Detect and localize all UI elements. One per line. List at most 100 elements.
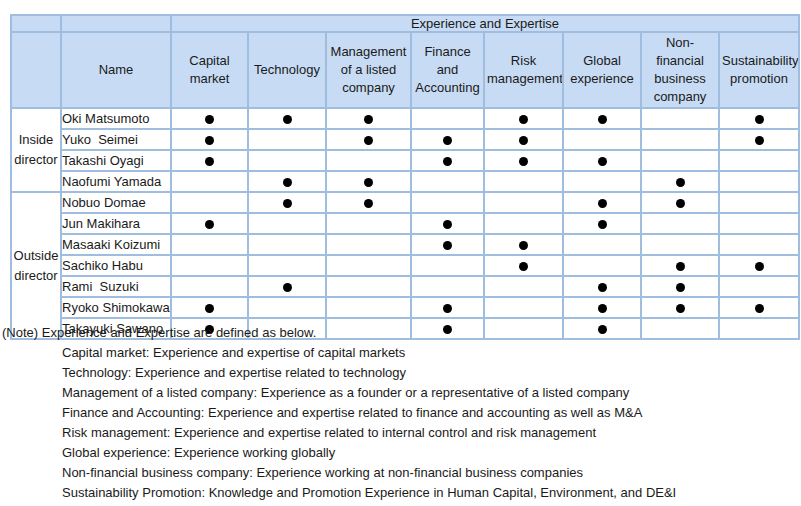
skill-cell [248, 150, 326, 171]
dot-icon [205, 220, 214, 229]
dot-icon [205, 136, 214, 145]
skill-cell [563, 129, 641, 150]
dot-icon [598, 199, 607, 208]
dot-icon [755, 304, 764, 313]
skill-cell [563, 297, 641, 318]
skill-cell [248, 297, 326, 318]
skill-cell [248, 213, 326, 234]
dot-icon [519, 262, 528, 271]
skill-cell [719, 234, 799, 255]
skill-cell [171, 192, 248, 213]
group-header-cell [11, 32, 61, 108]
skill-cell [484, 297, 563, 318]
skill-cell [484, 255, 563, 276]
table-row: Rami Suzuki [11, 276, 799, 297]
dot-icon [519, 241, 528, 250]
table-row: Ryoko Shimokawa [11, 297, 799, 318]
skill-cell [326, 108, 411, 129]
skill-cell [411, 297, 484, 318]
skill-cell [563, 234, 641, 255]
dot-icon [205, 115, 214, 124]
table-body: Inside directorOki MatsumotoYuko SeimeiT… [11, 108, 799, 339]
dot-icon [283, 178, 292, 187]
dot-icon [519, 157, 528, 166]
dot-icon [755, 115, 764, 124]
director-name-cell: Jun Makihara [61, 213, 171, 234]
dot-icon [519, 115, 528, 124]
skill-cell [719, 150, 799, 171]
director-name-cell: Takashi Oyagi [61, 150, 171, 171]
skill-cell [411, 171, 484, 192]
note-line: Risk management: Experience and expertis… [62, 423, 676, 443]
table-row: Inside directorOki Matsumoto [11, 108, 799, 129]
skill-cell [719, 297, 799, 318]
skill-cell [248, 171, 326, 192]
dot-icon [598, 220, 607, 229]
skill-cell [171, 297, 248, 318]
table-row: Naofumi Yamada [11, 171, 799, 192]
dot-icon [283, 199, 292, 208]
column-header: Risk management [484, 32, 563, 108]
skill-cell [484, 171, 563, 192]
note-line: Global experience: Experience working gl… [62, 443, 676, 463]
skill-cell [563, 171, 641, 192]
dot-icon [598, 157, 607, 166]
skill-cell [719, 213, 799, 234]
dot-icon [755, 136, 764, 145]
skill-cell [641, 276, 719, 297]
dot-icon [364, 199, 373, 208]
dot-icon [443, 304, 452, 313]
skills-matrix-page: Experience and Expertise Name Capital ma… [0, 0, 801, 506]
dot-icon [598, 283, 607, 292]
dot-icon [598, 115, 607, 124]
skill-cell [248, 255, 326, 276]
skill-cell [563, 213, 641, 234]
skill-cell [719, 276, 799, 297]
skill-cell [719, 108, 799, 129]
skill-cell [484, 108, 563, 129]
skill-cell [248, 108, 326, 129]
table-row: Jun Makihara [11, 213, 799, 234]
skill-cell [484, 234, 563, 255]
dot-icon [205, 304, 214, 313]
skill-cell [326, 234, 411, 255]
skill-cell [719, 318, 799, 339]
dot-icon [676, 304, 685, 313]
skill-cell [563, 108, 641, 129]
dot-icon [676, 262, 685, 271]
director-name-cell: Ryoko Shimokawa [61, 297, 171, 318]
skill-cell [326, 129, 411, 150]
skill-cell [411, 213, 484, 234]
skill-cell [641, 297, 719, 318]
skill-cell [411, 234, 484, 255]
dot-icon [364, 115, 373, 124]
skill-cell [248, 129, 326, 150]
skill-cell [248, 276, 326, 297]
skill-cell [326, 297, 411, 318]
skill-cell [563, 255, 641, 276]
director-name-cell: Oki Matsumoto [61, 108, 171, 129]
title-row: Experience and Expertise [11, 15, 799, 32]
skill-cell [411, 276, 484, 297]
skill-cell [171, 276, 248, 297]
director-name-cell: Yuko Seimei [61, 129, 171, 150]
skill-cell [641, 255, 719, 276]
director-name-cell: Nobuo Domae [61, 192, 171, 213]
column-header: Global experience [563, 32, 641, 108]
table-row: Takashi Oyagi [11, 150, 799, 171]
column-header: Non-financial business company [641, 32, 719, 108]
dot-icon [443, 220, 452, 229]
skill-cell [326, 255, 411, 276]
row-group-label: Inside director [11, 108, 61, 192]
skill-cell [326, 150, 411, 171]
skill-cell [719, 129, 799, 150]
table-row: Masaaki Koizumi [11, 234, 799, 255]
column-header-row: Name Capital marketTechnologyManagement … [11, 32, 799, 108]
skill-cell [719, 255, 799, 276]
skill-cell [484, 213, 563, 234]
dot-icon [676, 178, 685, 187]
corner-cell [11, 15, 61, 32]
note-intro: (Note) Experience and Expertise are defi… [2, 323, 676, 343]
skill-cell [719, 171, 799, 192]
column-header: Management of a listed company [326, 32, 411, 108]
